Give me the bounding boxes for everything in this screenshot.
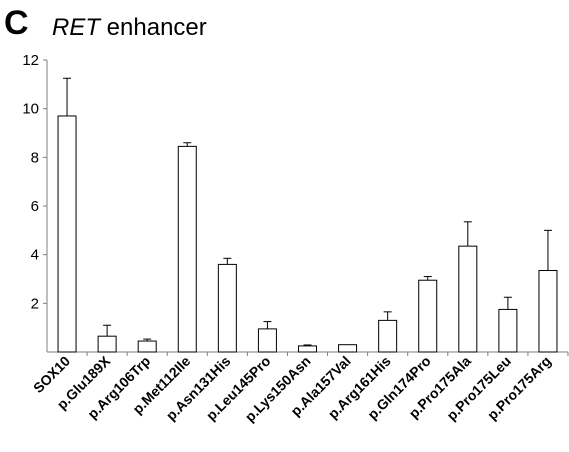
- y-tick-label: 6: [31, 198, 39, 215]
- bar: [177, 145, 197, 353]
- bar: [57, 115, 77, 353]
- panel-label: C: [4, 4, 29, 42]
- y-tick-label: 10: [22, 101, 39, 118]
- bar: [217, 263, 237, 353]
- bar: [298, 345, 317, 353]
- bar: [338, 344, 358, 353]
- bar: [498, 308, 518, 353]
- chart-title: RET enhancer: [52, 14, 207, 42]
- chart-title-gene: RET: [52, 14, 100, 41]
- chart-title-rest: enhancer: [106, 14, 207, 41]
- y-tick-label: 4: [31, 247, 39, 264]
- bar: [538, 269, 558, 353]
- bar: [257, 328, 277, 353]
- y-tick-label: 12: [22, 52, 39, 69]
- bar: [97, 335, 117, 353]
- bar: [137, 340, 157, 353]
- bar: [418, 279, 438, 353]
- y-tick-label: 2: [31, 295, 39, 312]
- bar: [378, 319, 398, 353]
- y-tick-label: 8: [31, 149, 39, 166]
- bar: [458, 245, 478, 353]
